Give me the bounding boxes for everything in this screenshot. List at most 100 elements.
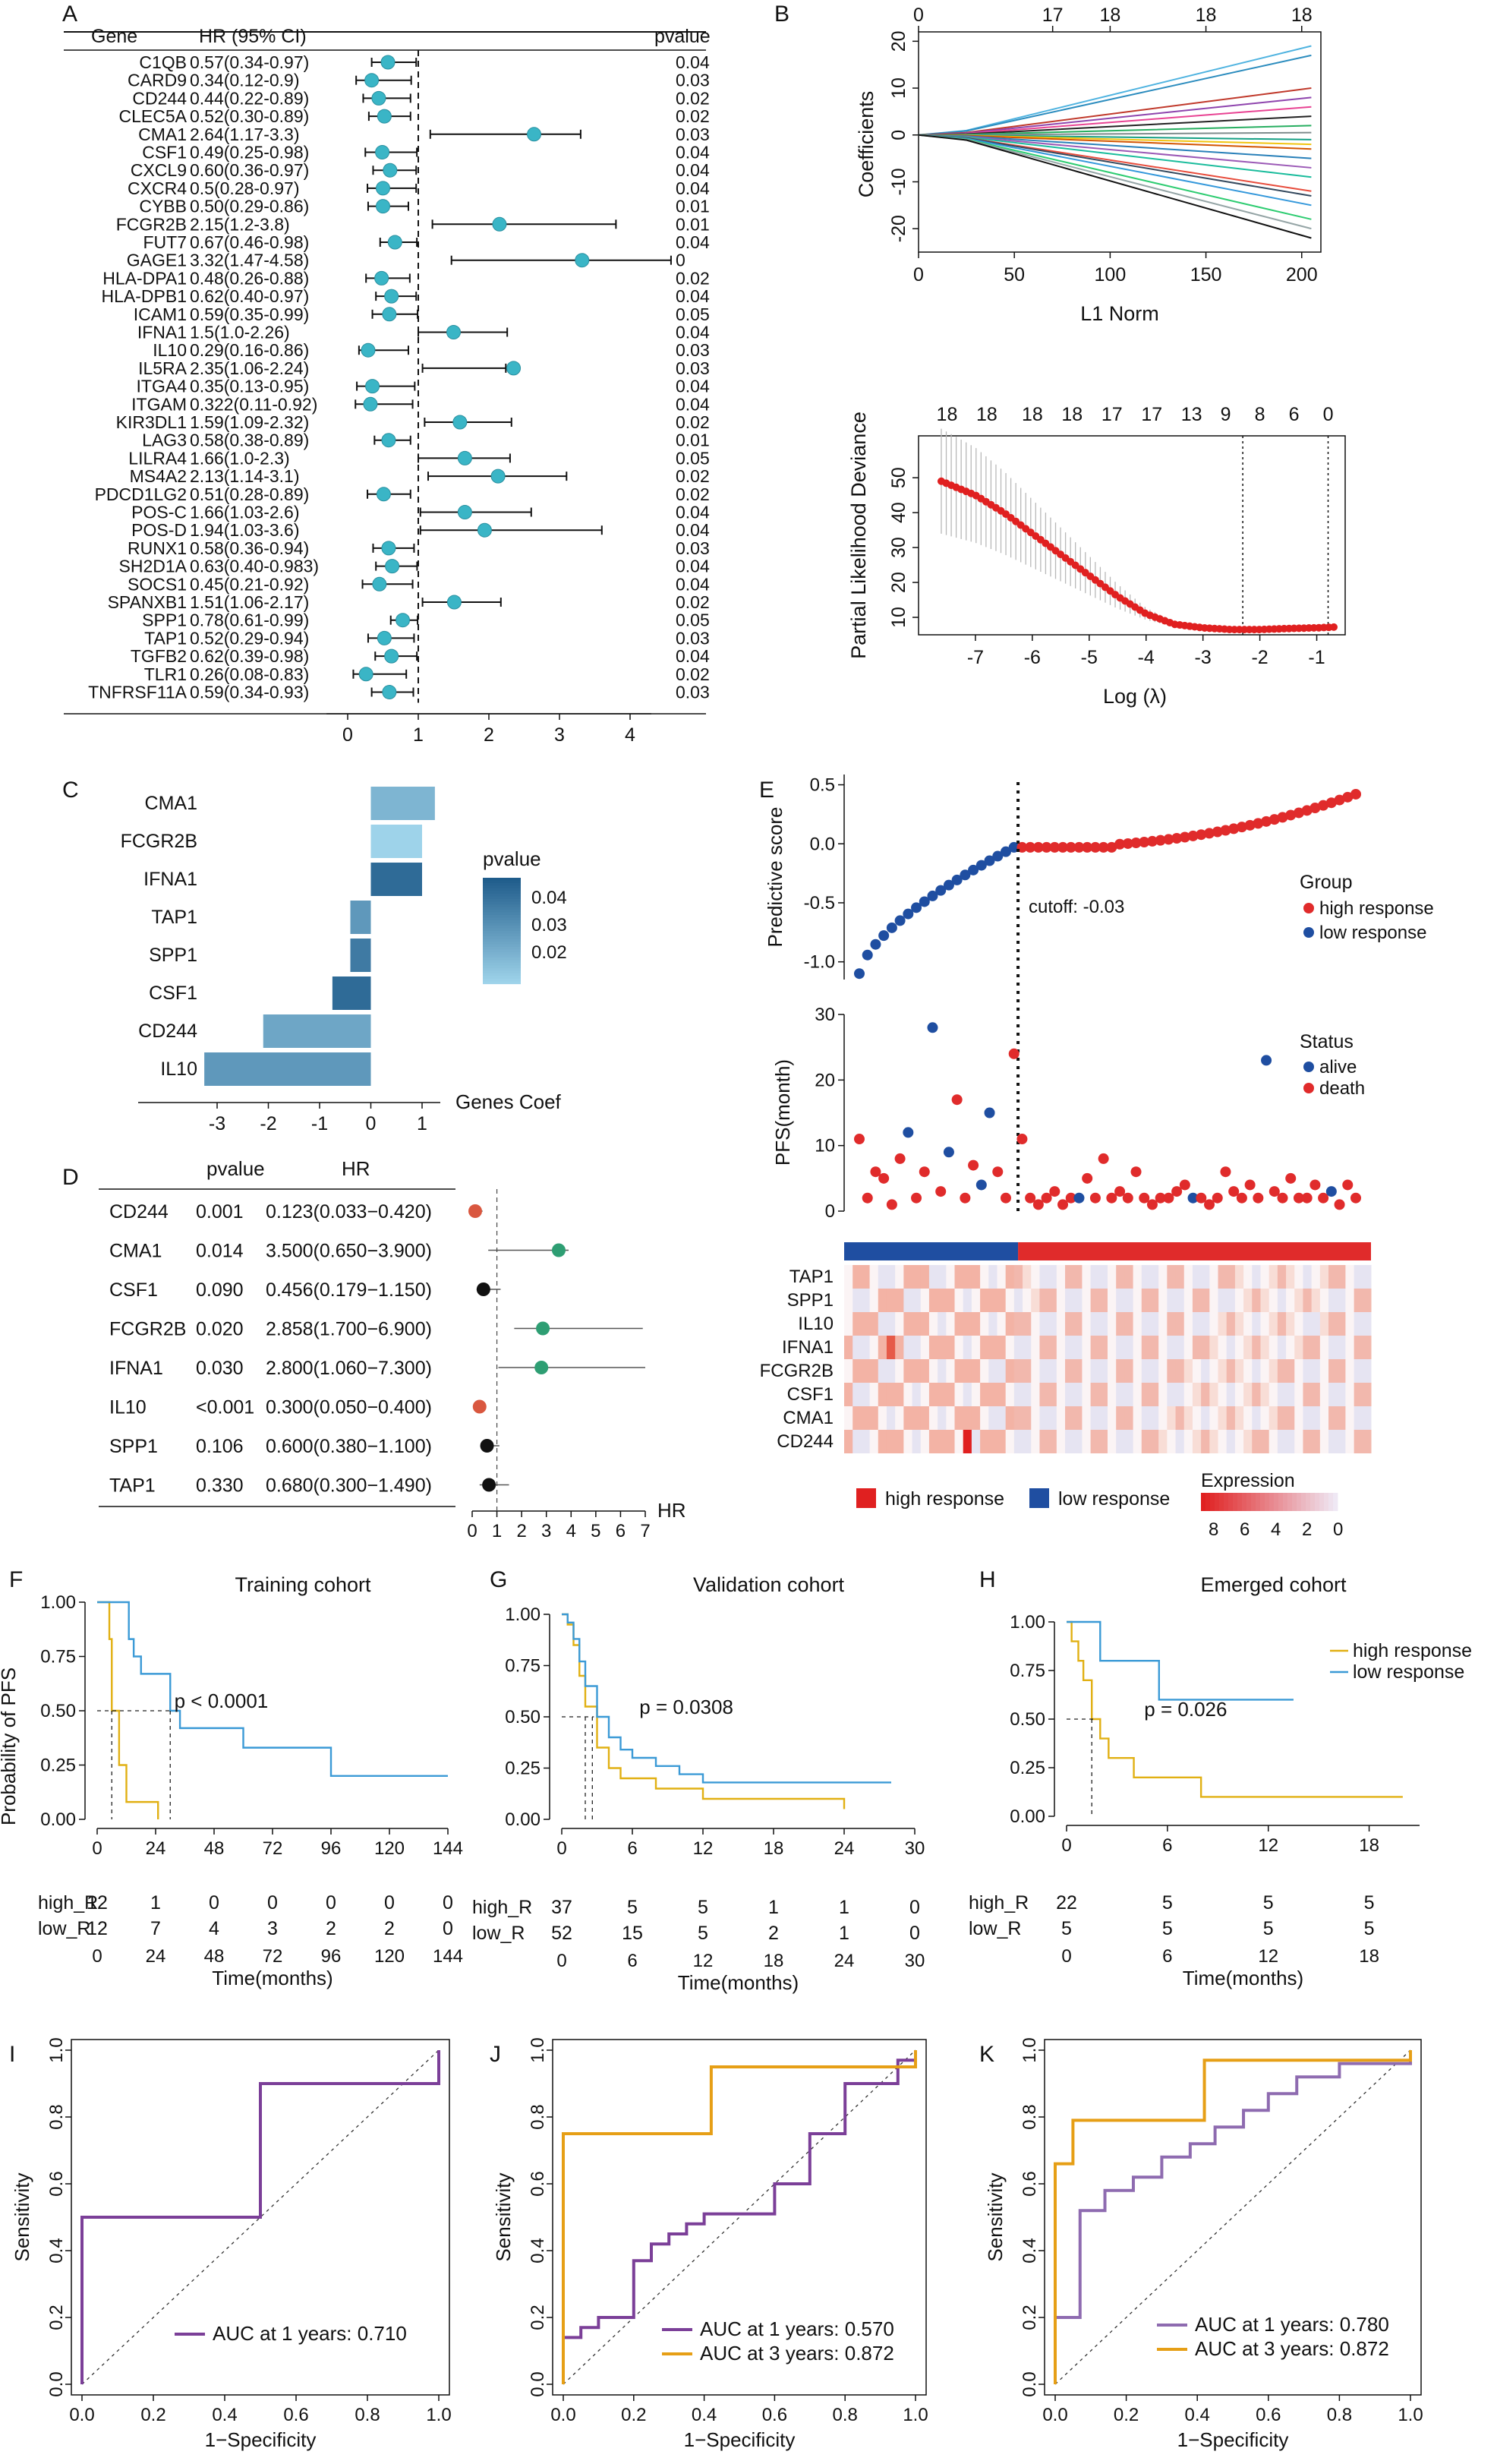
risk-label-low: low_R (969, 1918, 1021, 1939)
heat-cell (988, 1336, 997, 1359)
hr-point (382, 307, 397, 322)
x-tick-label: 0 (1061, 1835, 1071, 1856)
km-curve-low (97, 1601, 448, 1777)
x-axis-label: HR (657, 1499, 686, 1522)
heat-cell (988, 1289, 997, 1312)
x-axis-label: Genes Coef (455, 1090, 562, 1113)
pfs-point (1318, 1192, 1329, 1204)
pfs-point (1073, 1192, 1085, 1204)
risk-count-high: 37 (551, 1897, 572, 1918)
heat-cell (1294, 1289, 1303, 1312)
roc-x-label: 1−Specificity (1177, 2428, 1289, 2451)
heat-cell (1277, 1336, 1287, 1359)
heat-cell (844, 1336, 853, 1359)
heat-cell (1218, 1359, 1228, 1383)
pfs-point (854, 1134, 865, 1145)
gene-label: FUT7 (143, 232, 188, 252)
heat-cell (1005, 1336, 1015, 1359)
heat-cell (1133, 1336, 1142, 1359)
x-tick-label: -4 (1138, 647, 1155, 668)
heat-cell (1082, 1265, 1092, 1289)
hr-point (384, 289, 399, 304)
expression-gradient-step (1333, 1493, 1338, 1511)
heat-cell (963, 1289, 972, 1312)
expression-gradient-step (1269, 1493, 1275, 1511)
expression-tick-label: 8 (1209, 1519, 1218, 1540)
plot-frame (918, 435, 1346, 636)
roc-frame (1044, 2039, 1422, 2396)
risk-count-low: 4 (209, 1918, 219, 1939)
heat-cell (1286, 1312, 1295, 1336)
expression-tick-label: 6 (1240, 1519, 1250, 1540)
hr-point (377, 630, 392, 645)
hr-point (372, 576, 387, 592)
heat-cell (971, 1430, 981, 1453)
cutoff-label: cutoff: -0.03 (1029, 897, 1124, 917)
roc-y-label: Sensitivity (984, 2172, 1007, 2261)
heat-cell (1124, 1406, 1134, 1430)
heat-cell (878, 1289, 887, 1312)
heat-cell (1031, 1265, 1040, 1289)
heat-gene-label: CD244 (777, 1431, 834, 1452)
gene-label: SPP1 (109, 1436, 158, 1457)
roc-legend-label: AUC at 3 years: 0.872 (700, 2342, 894, 2365)
heat-cell (1039, 1406, 1049, 1430)
risk-count-high: 22 (1056, 1892, 1077, 1913)
y-tick-label: 0.75 (1010, 1661, 1045, 1681)
heat-cell (971, 1265, 981, 1289)
heat-cell (1201, 1359, 1210, 1383)
gene-label: SPP1 (142, 610, 187, 630)
x-tick-label: 96 (321, 1838, 342, 1859)
hr-header: HR (95% CI) (199, 26, 307, 47)
panel-label-f: F (9, 1567, 23, 1592)
heat-cell (1124, 1289, 1134, 1312)
legend-gradient-step (483, 952, 521, 955)
heat-cell (1303, 1336, 1313, 1359)
heat-cell (1243, 1430, 1253, 1453)
gene-label: TAP1 (109, 1475, 156, 1497)
pfs-point (1253, 1192, 1264, 1204)
coef-bar (370, 787, 435, 820)
heat-cell (1226, 1336, 1236, 1359)
heat-cell (1167, 1265, 1177, 1289)
hr-text: 0.58(0.36-0.94) (190, 538, 309, 558)
heat-cell (1124, 1265, 1134, 1289)
expression-gradient-step (1210, 1493, 1215, 1511)
heat-cell (997, 1289, 1007, 1312)
heat-cell (1082, 1336, 1092, 1359)
pfs-point (1146, 1199, 1158, 1210)
heat-cell (946, 1312, 956, 1336)
heat-cell (1090, 1265, 1100, 1289)
risk-x-tick: 0 (556, 1951, 566, 1971)
heat-cell (946, 1430, 956, 1453)
heat-cell (1005, 1312, 1015, 1336)
x-tick-label: -2 (260, 1113, 276, 1134)
heat-cell (1149, 1406, 1159, 1430)
expression-gradient-step (1274, 1493, 1279, 1511)
risk-count-low: 15 (622, 1923, 643, 1944)
hr-point (472, 1399, 487, 1414)
score-point (1130, 838, 1142, 849)
heat-cell (1328, 1289, 1338, 1312)
heat-cell (869, 1265, 879, 1289)
score-y-label: Predictive score (764, 807, 786, 948)
heat-cell (980, 1383, 989, 1406)
score-point (968, 864, 979, 875)
heat-cell (1183, 1359, 1193, 1383)
heat-cell (1218, 1289, 1228, 1312)
heat-cell (1294, 1312, 1303, 1336)
heat-cell (980, 1430, 989, 1453)
gene-label: SH2D1A (119, 557, 188, 576)
legend-gradient-step (483, 910, 521, 913)
roc-x-label: 1−Specificity (684, 2428, 796, 2451)
heat-cell (895, 1289, 904, 1312)
pvalue-text: 0.04 (676, 323, 710, 342)
heat-cell (1328, 1383, 1338, 1406)
heat-cell (1286, 1406, 1295, 1430)
x-tick-label: 0.2 (140, 2405, 165, 2425)
heat-cell (1056, 1359, 1066, 1383)
y-tick-label: 1.0 (1020, 2037, 1040, 2062)
pfs-point (943, 1147, 954, 1158)
expression-gradient-step (1310, 1493, 1316, 1511)
gene-label: CMA1 (109, 1241, 162, 1262)
